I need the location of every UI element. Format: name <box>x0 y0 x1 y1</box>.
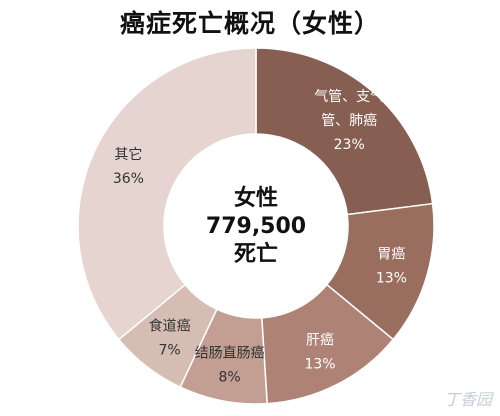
slice-value-label-2: 13% <box>304 357 335 373</box>
slice-category-label-4: 食道癌 <box>149 317 191 334</box>
slice-value-label-0: 23% <box>334 137 365 153</box>
donut-hole <box>164 134 348 318</box>
chart-title: 癌症死亡概况（女性） <box>119 9 380 38</box>
center-text-line-3: 死亡 <box>234 241 278 267</box>
slice-value-label-1: 13% <box>376 270 407 286</box>
slice-category-label-0: 气管、支气 <box>314 89 384 105</box>
slice-category-label-1: 胃癌 <box>377 246 405 262</box>
center-text-line-1: 女性 <box>234 185 278 211</box>
slice-category-label-2: 肝癌 <box>306 333 334 349</box>
slice-category-label-5: 其它 <box>114 146 142 163</box>
watermark-logo: 丁香园 <box>443 390 492 409</box>
slice-category-label-0: 管、肺癌 <box>321 113 377 129</box>
slice-value-label-4: 7% <box>158 342 180 358</box>
slice-value-label-5: 36% <box>113 171 144 187</box>
slice-value-label-3: 8% <box>218 370 240 386</box>
slice-category-label-3: 结肠直肠癌 <box>195 345 265 362</box>
center-text-line-2: 779,500 <box>206 214 306 239</box>
